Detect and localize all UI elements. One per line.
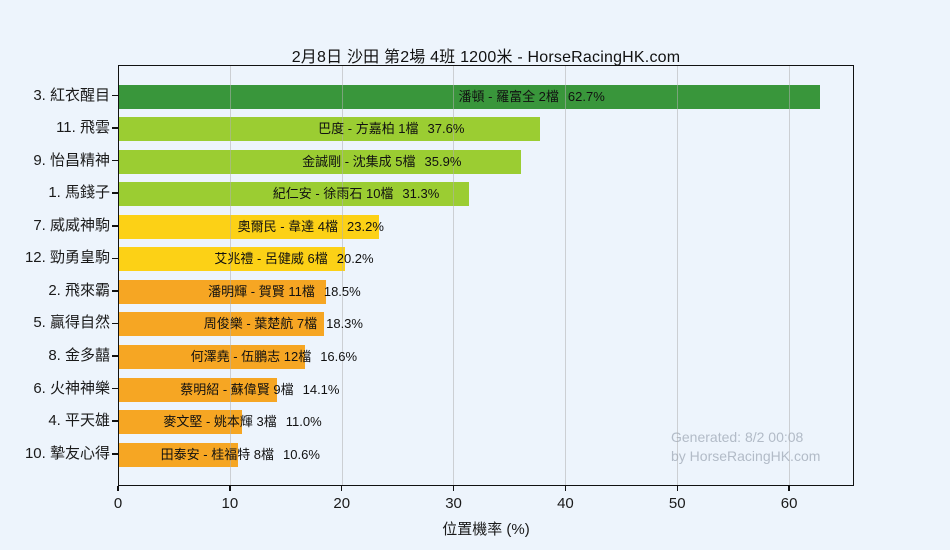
- probability-bar: [119, 410, 243, 435]
- probability-bar: [119, 345, 305, 370]
- x-tick-mark: [676, 486, 679, 491]
- y-tick-mark: [112, 355, 118, 357]
- x-tick-label: 40: [557, 495, 574, 512]
- gridline: [565, 66, 567, 485]
- y-axis-label: 9. 怡昌精神: [33, 151, 110, 169]
- probability-bar: [119, 247, 345, 272]
- x-tick-label: 50: [668, 495, 686, 512]
- y-axis-label: 2. 飛來霸: [48, 281, 110, 299]
- probability-bar: [119, 279, 326, 304]
- bar-label: 紀仁安 - 徐雨石 10檔 31.3%: [273, 182, 440, 206]
- y-tick-mark: [112, 453, 118, 455]
- y-axis-label: 12. 勁勇皇駒: [24, 249, 110, 267]
- probability-value-label: 20.2%: [336, 251, 374, 267]
- x-tick-mark: [452, 486, 455, 491]
- y-tick-mark: [112, 225, 118, 227]
- probability-value-label: 23.2%: [347, 218, 384, 234]
- jockey-trainer-draw-label: 紀仁安 - 徐雨石 10檔: [272, 186, 394, 202]
- probability-value-label: 37.6%: [427, 121, 465, 137]
- x-tick-label: 60: [780, 495, 798, 512]
- jockey-trainer-draw-label: 田泰安 - 桂福特 8檔: [160, 446, 275, 462]
- x-axis-title: 位置機率 (%): [442, 521, 530, 538]
- y-tick-mark: [112, 322, 118, 325]
- y-axis-label: 7. 威威神駒: [33, 216, 110, 234]
- probability-bar: [119, 442, 238, 467]
- plot-area: 潘頓 - 羅富全 2檔 62.7% 巴度 - 方嘉柏 1檔 37.6% 金誠剛 - 沈集…: [118, 65, 854, 486]
- probability-bar: [119, 117, 540, 142]
- gridline: [788, 66, 790, 485]
- x-tick-mark: [117, 486, 119, 491]
- y-axis-label: 1. 馬錢子: [48, 184, 110, 202]
- bar-label: 巴度 - 方嘉柏 1檔 37.6%: [318, 117, 464, 141]
- x-tick-label: 0: [113, 495, 123, 512]
- bar-label: 艾兆禮 - 呂健威 6檔 20.2%: [214, 247, 373, 271]
- probability-bar: [119, 214, 379, 239]
- gridline: [677, 66, 679, 485]
- bar-label: 潘明輝 - 賀賢 11檔 18.5%: [208, 280, 361, 304]
- x-tick-label: 30: [445, 495, 462, 512]
- probability-value-label: 31.3%: [402, 186, 440, 202]
- jockey-trainer-draw-label: 潘頓 - 羅富全 2檔: [458, 88, 559, 104]
- bar-label: 麥文堅 - 姚本輝 3檔 11.0%: [163, 410, 321, 434]
- probability-value-label: 10.6%: [283, 446, 320, 462]
- probability-value-label: 14.1%: [302, 381, 340, 397]
- jockey-trainer-draw-label: 奧爾民 - 韋達 4檔: [237, 218, 339, 234]
- y-axis-label: 3. 紅衣醒目: [33, 86, 110, 104]
- gridline: [229, 66, 231, 485]
- watermark-brand-line: by HorseRacingHK.com: [671, 448, 821, 464]
- probability-value-label: 62.7%: [567, 88, 605, 104]
- probability-bar: [119, 182, 470, 207]
- y-axis-label: 5. 贏得自然: [33, 314, 110, 332]
- probability-value-label: 35.9%: [424, 153, 462, 169]
- gridline: [341, 66, 343, 485]
- x-tick-mark: [788, 486, 790, 491]
- bar-label: 周俊樂 - 葉楚航 7檔 18.3%: [204, 312, 363, 336]
- y-tick-mark: [112, 290, 118, 292]
- probability-value-label: 18.3%: [326, 316, 363, 332]
- bar-label: 蔡明紹 - 蘇偉賢 9檔 14.1%: [180, 378, 339, 402]
- y-axis-labels: 3. 紅衣醒目 11. 飛雲 9. 怡昌精神 1. 馬錢子 7. 威威神駒 12. 勁勇皇…: [0, 65, 110, 486]
- jockey-trainer-draw-label: 麥文堅 - 姚本輝 3檔: [163, 414, 277, 430]
- bar-label: 田泰安 - 桂福特 8檔 10.6%: [161, 443, 320, 467]
- y-axis-label: 6. 火神神樂: [33, 379, 110, 397]
- gridline: [453, 66, 455, 485]
- jockey-trainer-draw-label: 蔡明紹 - 蘇偉賢 9檔: [180, 381, 294, 397]
- y-axis-label: 4. 平天雄: [48, 412, 110, 430]
- probability-bar: [119, 377, 277, 402]
- y-axis-label: 11. 飛雲: [56, 119, 110, 137]
- y-tick-mark: [112, 387, 118, 390]
- x-tick-mark: [564, 486, 567, 491]
- y-tick-mark: [112, 127, 118, 129]
- x-tick-label: 20: [333, 495, 351, 512]
- watermark-generated-line: Generated: 8/2 00:08: [671, 429, 804, 445]
- probability-bar: [119, 84, 821, 109]
- jockey-trainer-draw-label: 周俊樂 - 葉楚航 7檔: [203, 316, 318, 332]
- probability-value-label: 11.0%: [285, 414, 322, 430]
- jockey-trainer-draw-label: 何澤堯 - 伍鵬志 12檔: [190, 349, 312, 365]
- bar-label: 潘頓 - 羅富全 2檔 62.7%: [459, 85, 605, 109]
- jockey-trainer-draw-label: 巴度 - 方嘉柏 1檔: [318, 121, 419, 137]
- bar-label: 金誠剛 - 沈集成 5檔 35.9%: [302, 150, 461, 174]
- bar-label: 何澤堯 - 伍鵬志 12檔 16.6%: [191, 345, 358, 369]
- jockey-trainer-draw-label: 金誠剛 - 沈集成 5檔: [302, 153, 416, 169]
- y-tick-mark: [112, 192, 118, 194]
- jockey-trainer-draw-label: 潘明輝 - 賀賢 11檔: [208, 283, 315, 299]
- x-tick-label: 10: [221, 495, 239, 512]
- x-tick-mark: [340, 486, 343, 491]
- watermark: Generated: 8/2 00:08 by HorseRacingHK.co…: [671, 428, 820, 466]
- x-tick-mark: [229, 486, 231, 491]
- chart-title: 2月8日 沙田 第2場 4班 1200米 - HorseRacingHK.com: [291, 49, 681, 66]
- probability-bar: [119, 312, 324, 337]
- bar-label: 奧爾民 - 韋達 4檔 23.2%: [238, 215, 384, 239]
- y-tick-mark: [112, 159, 118, 162]
- y-axis-label: 8. 金多囍: [48, 347, 110, 365]
- probability-value-label: 18.5%: [323, 283, 361, 299]
- y-tick-mark: [112, 257, 118, 260]
- y-axis-label: 10. 摯友心得: [24, 444, 110, 462]
- probability-value-label: 16.6%: [320, 349, 358, 365]
- y-tick-mark: [112, 420, 118, 422]
- y-tick-mark: [112, 94, 118, 97]
- jockey-trainer-draw-label: 艾兆禮 - 呂健威 6檔: [214, 251, 328, 267]
